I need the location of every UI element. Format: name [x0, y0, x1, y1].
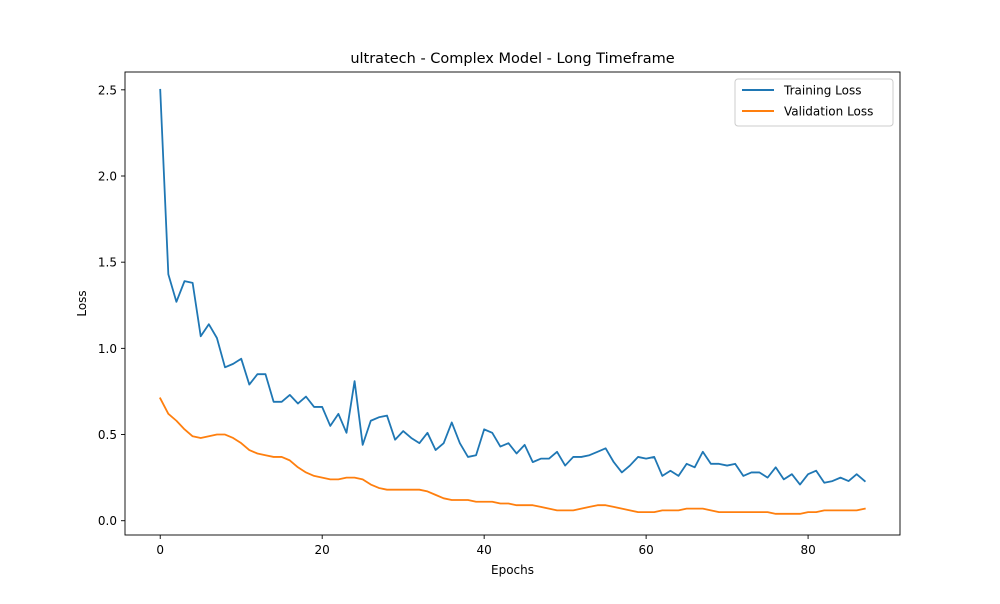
legend: Training Loss Validation Loss: [734, 78, 894, 127]
x-tick-label: 40: [477, 543, 492, 557]
plot-frame: [124, 71, 901, 536]
legend-box: [734, 78, 894, 127]
series-line-training-loss: [159, 88, 867, 486]
plot-area: [159, 88, 867, 515]
x-tick-label: 0: [156, 543, 164, 557]
legend-label-validation-loss: Validation Loss: [784, 105, 873, 119]
chart-title: ultratech - Complex Model - Long Timefra…: [350, 51, 674, 67]
y-tick-label: 0.5: [98, 428, 117, 442]
x-axis-label: Epochs: [491, 563, 534, 577]
legend-label-training-loss: Training Loss: [783, 84, 861, 98]
axes-ticks: 0 20 40 60 80 0.0 0.5 1.0 1.5 2.0 2.5: [98, 83, 816, 557]
y-tick-label: 2.0: [98, 169, 117, 183]
x-tick-label: 80: [800, 543, 815, 557]
y-tick-label: 1.5: [98, 256, 117, 270]
x-tick-label: 20: [315, 543, 330, 557]
y-axis-label: Loss: [75, 290, 89, 316]
series-line-validation-loss: [159, 397, 866, 515]
x-tick-label: 60: [638, 543, 653, 557]
y-tick-label: 1.0: [98, 342, 117, 356]
y-tick-label: 0.0: [98, 514, 117, 528]
y-tick-label: 2.5: [98, 83, 117, 97]
